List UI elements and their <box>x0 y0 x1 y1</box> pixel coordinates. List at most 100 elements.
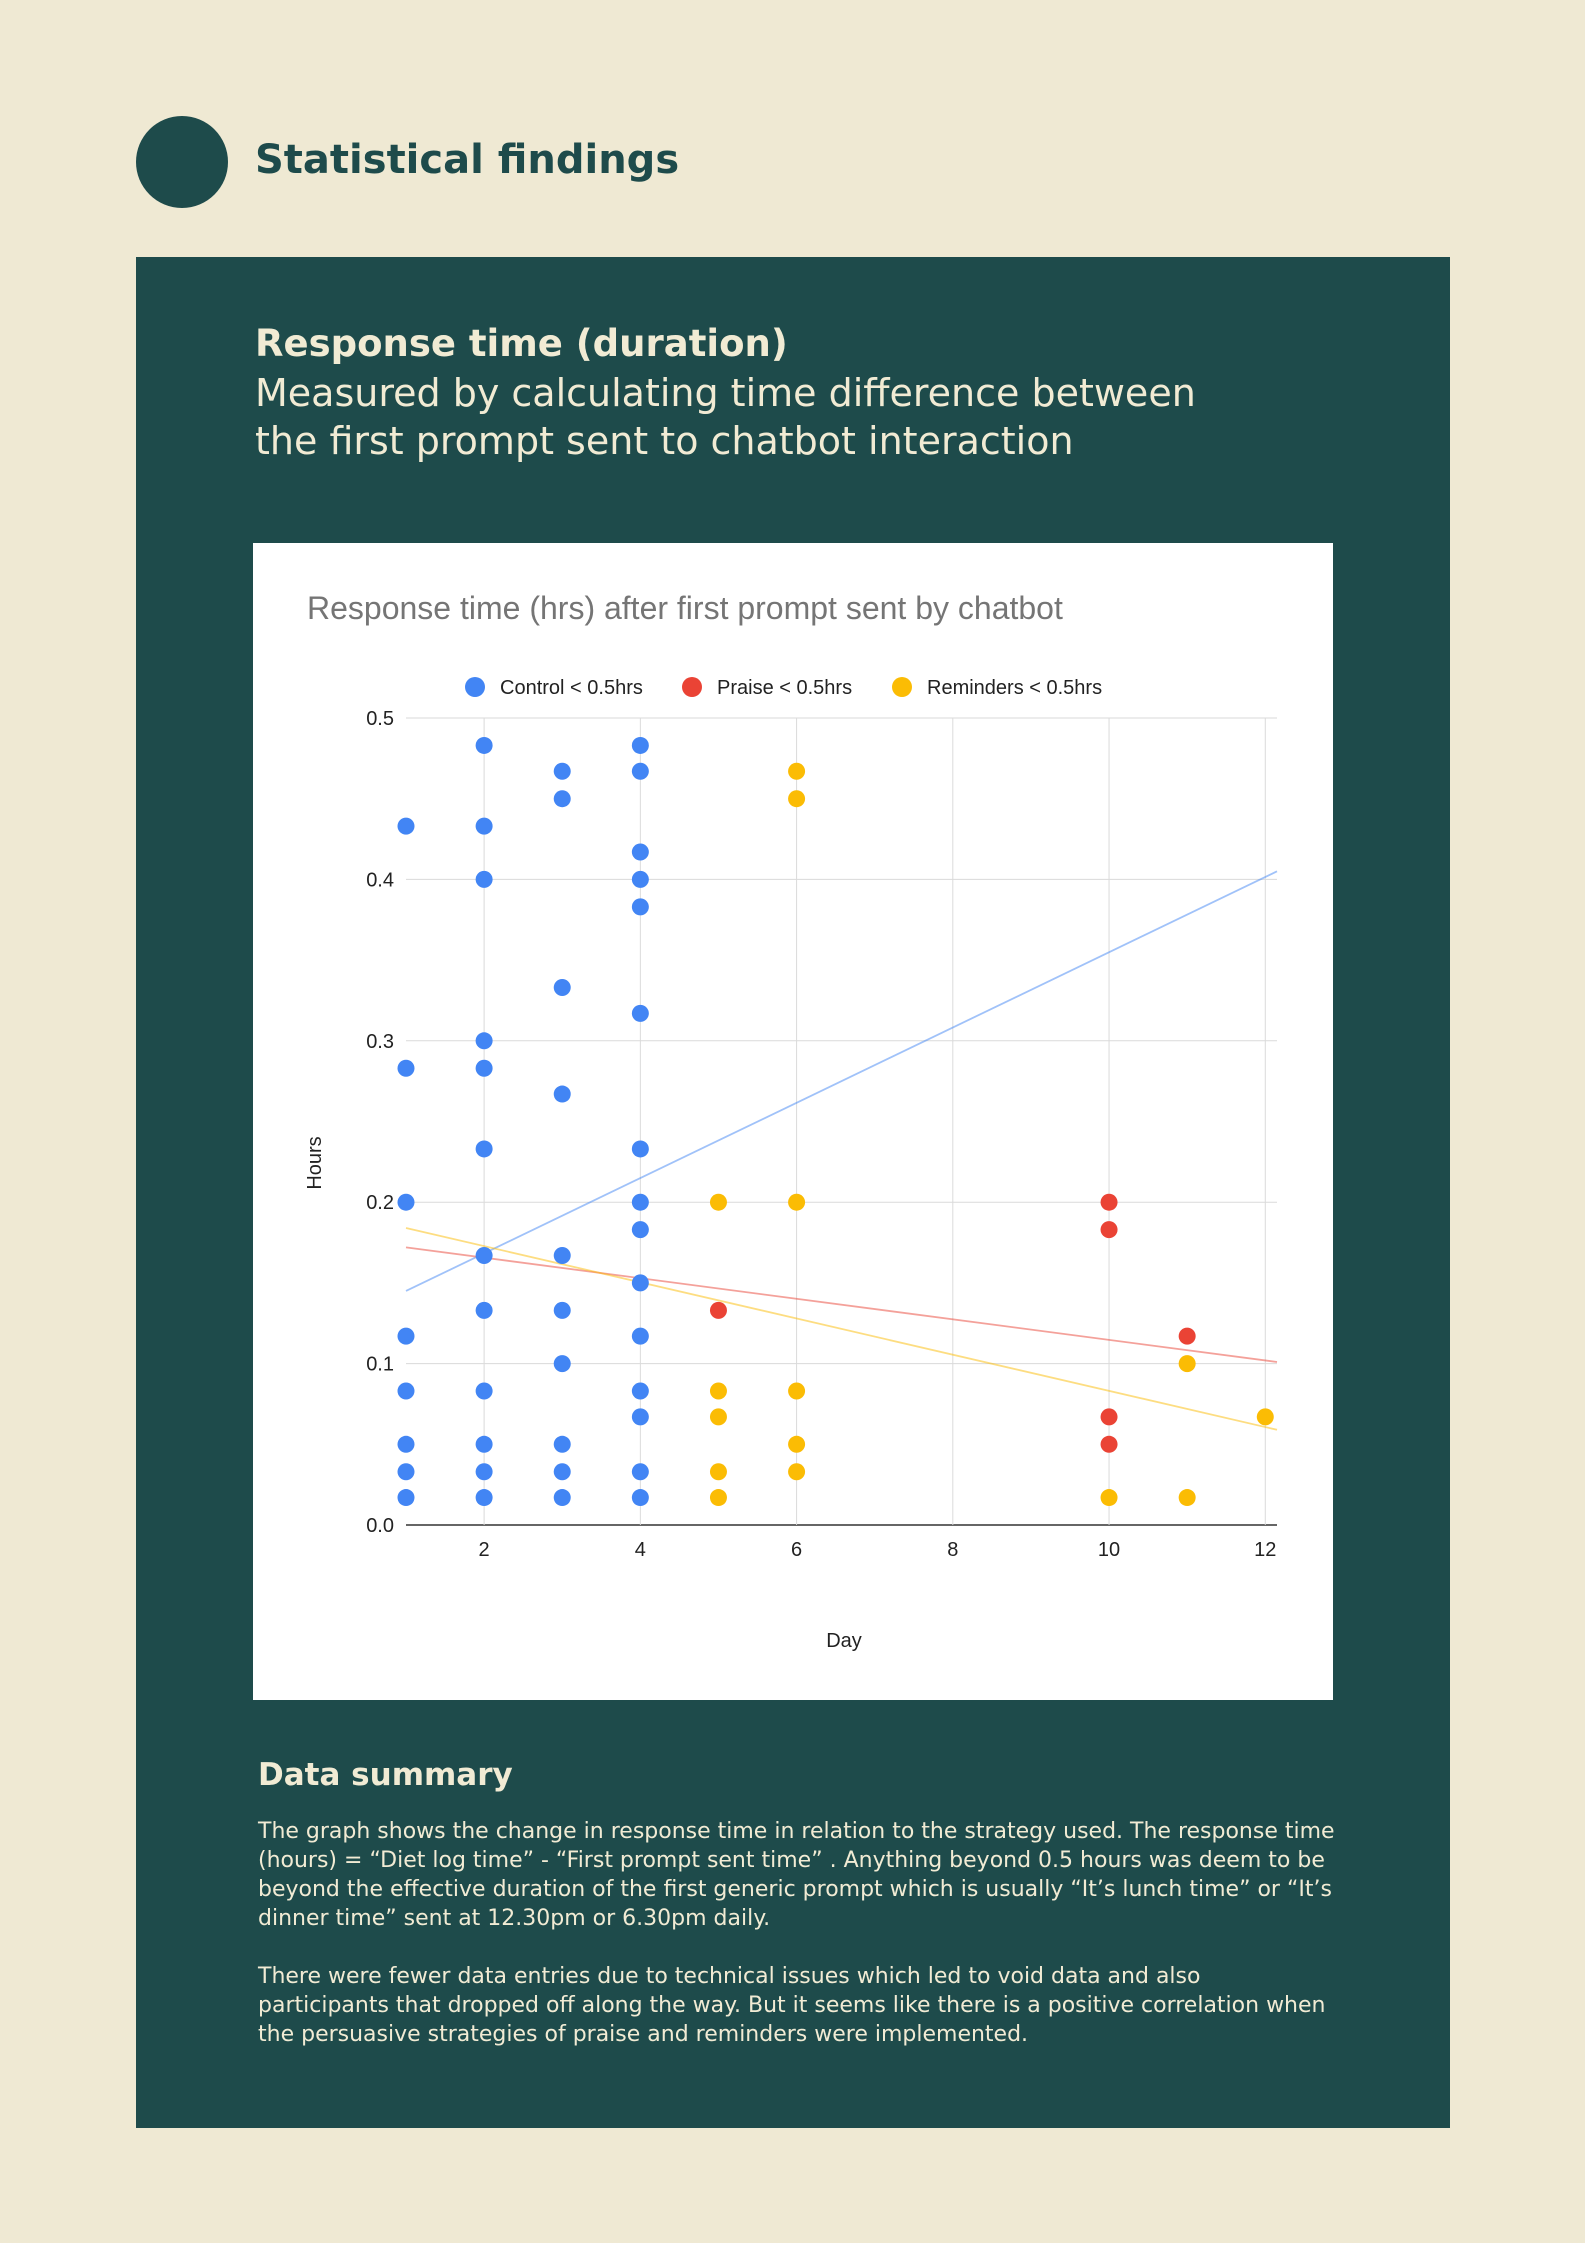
y-axis-label: Hours <box>304 1136 326 1189</box>
data-point-s2-1 <box>709 1382 727 1400</box>
data-point-s0-8 <box>475 736 493 754</box>
scatter-chart: Response time (hrs) after first prompt s… <box>304 590 1278 1652</box>
data-point-s0-9 <box>475 817 493 835</box>
data-point-s0-23 <box>553 1085 571 1103</box>
data-point-s0-28 <box>553 1463 571 1481</box>
data-point-s0-19 <box>475 1489 493 1507</box>
data-point-s0-20 <box>553 762 571 780</box>
summary-text: The graph shows the change in response t… <box>258 1817 1338 2078</box>
data-point-s1-1 <box>1100 1193 1118 1211</box>
data-point-s0-25 <box>553 1301 571 1319</box>
chart-legend: Control < 0.5hrs Praise < 0.5hrs Reminders… <box>465 677 1102 699</box>
x-tick-label-2: 6 <box>791 1539 802 1561</box>
data-point-s1-0 <box>709 1301 727 1319</box>
data-point-s0-39 <box>631 1274 649 1292</box>
data-point-s0-14 <box>475 1246 493 1264</box>
data-point-s0-18 <box>475 1463 493 1481</box>
trendline-0 <box>405 870 1278 1292</box>
legend-label-2: Reminders < 0.5hrs <box>927 677 1102 699</box>
data-point-s2-7 <box>788 1193 806 1211</box>
data-point-s0-4 <box>397 1382 415 1400</box>
data-point-s2-8 <box>788 1382 806 1400</box>
x-axis-label: Day <box>826 1630 862 1652</box>
data-point-s0-5 <box>397 1435 415 1453</box>
data-point-s0-12 <box>475 1059 493 1077</box>
data-point-s0-22 <box>553 979 571 997</box>
legend-marker-1 <box>682 677 702 697</box>
section-title: Response time (duration) <box>255 322 788 365</box>
data-point-s0-34 <box>631 898 649 916</box>
data-point-s0-7 <box>397 1489 415 1507</box>
data-point-s0-35 <box>631 1004 649 1022</box>
data-point-s2-4 <box>709 1489 727 1507</box>
legend-marker-0 <box>465 677 485 697</box>
data-point-s0-21 <box>553 790 571 808</box>
data-point-s0-41 <box>631 1382 649 1400</box>
data-point-s2-2 <box>709 1408 727 1426</box>
findings-panel: Response time (duration) Measured by cal… <box>136 257 1450 2128</box>
x-tick-label-5: 12 <box>1254 1539 1276 1561</box>
data-point-s0-30 <box>631 736 649 754</box>
data-point-s2-0 <box>709 1193 727 1211</box>
data-point-s2-10 <box>788 1463 806 1481</box>
chart-points <box>397 736 1274 1507</box>
data-point-s0-3 <box>397 1327 415 1345</box>
data-point-s0-0 <box>397 817 415 835</box>
data-point-s0-1 <box>397 1059 415 1077</box>
chart-trendlines <box>405 870 1278 1431</box>
x-tick-label-0: 2 <box>479 1539 490 1561</box>
data-point-s0-17 <box>475 1435 493 1453</box>
data-point-s0-38 <box>631 1221 649 1239</box>
summary-paragraph-1: The graph shows the change in response t… <box>258 1819 1335 1931</box>
data-point-s0-24 <box>553 1246 571 1264</box>
data-point-s0-32 <box>631 843 649 861</box>
data-point-s0-44 <box>631 1489 649 1507</box>
data-point-s0-11 <box>475 1032 493 1050</box>
x-tick-label-3: 8 <box>947 1539 958 1561</box>
data-point-s2-13 <box>1178 1489 1196 1507</box>
data-point-s0-27 <box>553 1435 571 1453</box>
data-point-s2-9 <box>788 1435 806 1453</box>
x-tick-label-1: 4 <box>635 1539 646 1561</box>
y-tick-label-3: 0.3 <box>366 1031 394 1053</box>
data-point-s2-11 <box>1100 1489 1118 1507</box>
chart-gridlines <box>406 717 1277 1526</box>
data-point-s1-2 <box>1100 1221 1118 1239</box>
data-point-s1-5 <box>1178 1327 1196 1345</box>
summary-title: Data summary <box>258 1757 513 1793</box>
data-point-s1-3 <box>1100 1408 1118 1426</box>
data-point-s2-5 <box>788 762 806 780</box>
data-point-s0-43 <box>631 1463 649 1481</box>
legend-label-0: Control < 0.5hrs <box>500 677 643 699</box>
data-point-s2-12 <box>1178 1355 1196 1373</box>
data-point-s2-14 <box>1256 1408 1274 1426</box>
legend-marker-2 <box>892 677 912 697</box>
data-point-s0-40 <box>631 1327 649 1345</box>
y-tick-label-1: 0.1 <box>366 1354 394 1376</box>
page-title: Statistical findings <box>255 137 680 183</box>
x-tick-label-4: 10 <box>1098 1539 1120 1561</box>
chart-card: Response time (hrs) after first prompt s… <box>253 543 1333 1700</box>
data-point-s0-16 <box>475 1382 493 1400</box>
data-point-s2-3 <box>709 1463 727 1481</box>
y-tick-label-0: 0.0 <box>366 1515 394 1537</box>
data-point-s0-42 <box>631 1408 649 1426</box>
chart-axes: 0.0 0.1 0.2 0.3 0.4 0.5 2 4 6 8 10 12 <box>366 708 1276 1561</box>
legend-label-1: Praise < 0.5hrs <box>717 677 852 699</box>
data-point-s0-6 <box>397 1463 415 1481</box>
data-point-s0-31 <box>631 762 649 780</box>
data-point-s1-4 <box>1100 1435 1118 1453</box>
data-point-s0-37 <box>631 1193 649 1211</box>
data-point-s0-10 <box>475 870 493 888</box>
y-tick-label-4: 0.4 <box>366 869 394 891</box>
data-point-s0-33 <box>631 870 649 888</box>
chart-title: Response time (hrs) after first prompt s… <box>307 590 1063 626</box>
y-tick-label-5: 0.5 <box>366 708 394 730</box>
data-point-s0-26 <box>553 1355 571 1373</box>
data-point-s2-6 <box>788 790 806 808</box>
data-point-s0-13 <box>475 1140 493 1158</box>
data-point-s0-36 <box>631 1140 649 1158</box>
y-tick-label-2: 0.2 <box>366 1192 394 1214</box>
header-circle <box>136 116 228 208</box>
trendline-1 <box>405 1246 1278 1363</box>
